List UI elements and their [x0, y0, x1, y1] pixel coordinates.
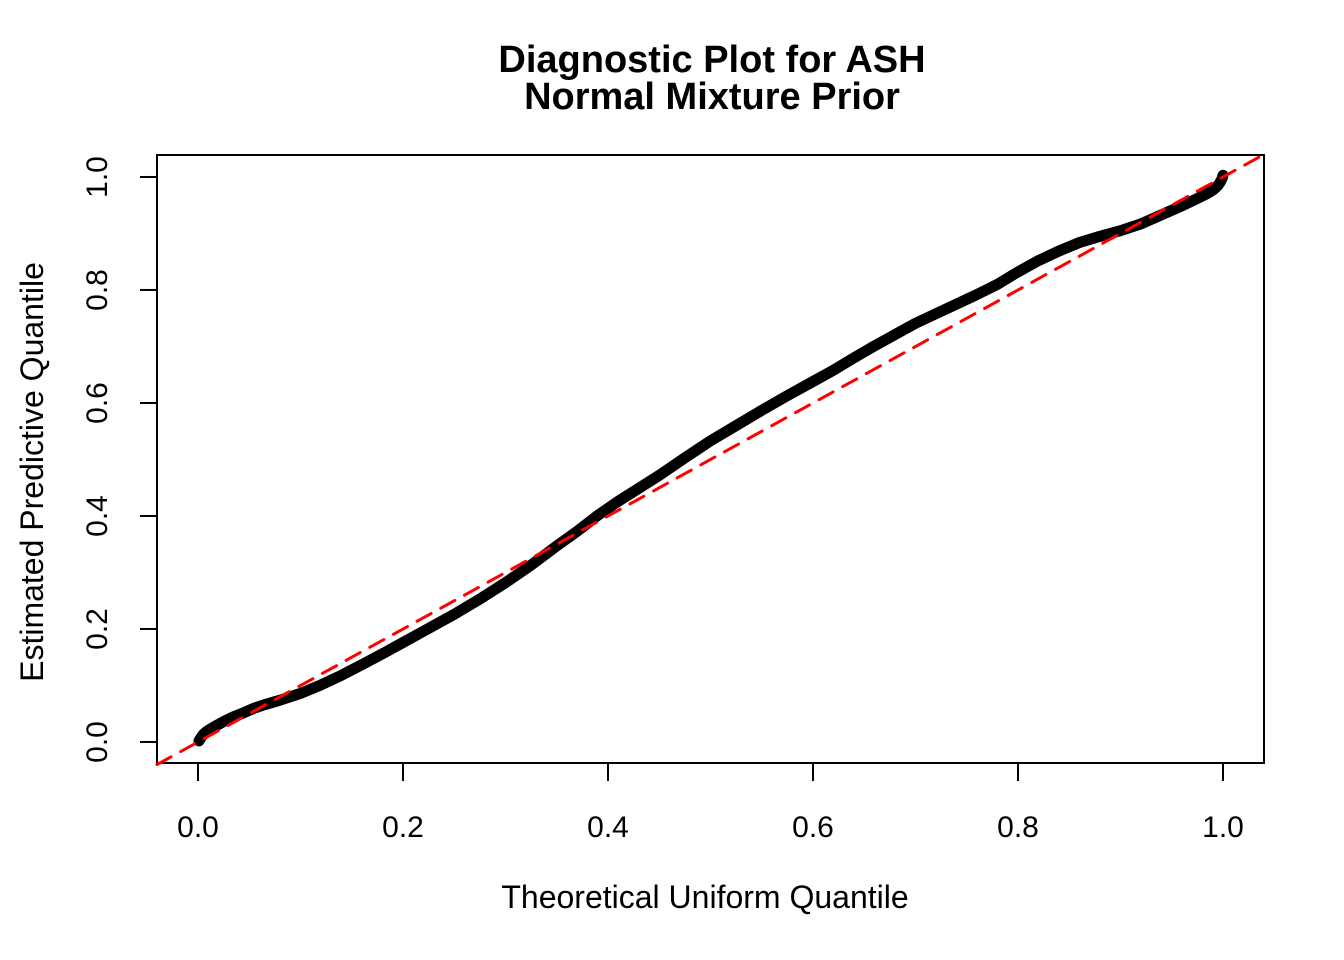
y-tick-label: 0.0	[81, 721, 114, 763]
x-tick-label: 0.0	[177, 811, 219, 844]
y-tick-label: 0.6	[81, 382, 114, 424]
x-tick-label: 0.8	[997, 811, 1039, 844]
y-tick-label: 0.8	[81, 269, 114, 311]
x-tick-label: 1.0	[1202, 811, 1244, 844]
identity-reference-line	[155, 153, 1265, 767]
x-tick-label: 0.6	[792, 811, 834, 844]
y-tick-label: 0.4	[81, 495, 114, 537]
x-axis-ticks: 0.0 0.2 0.4 0.6 0.8 1.0	[177, 764, 1244, 844]
y-tick-label: 0.2	[81, 608, 114, 650]
x-tick-label: 0.4	[587, 811, 629, 844]
y-tick-label: 1.0	[81, 156, 114, 198]
x-tick-label: 0.2	[382, 811, 424, 844]
plot-title-line1: Diagnostic Plot for ASH	[498, 39, 925, 81]
y-axis-ticks: 0.0 0.2 0.4 0.6 0.8 1.0	[81, 156, 156, 763]
x-axis-label: Theoretical Uniform Quantile	[501, 879, 908, 915]
plot-series	[155, 153, 1265, 767]
plot-box	[156, 154, 1265, 764]
y-axis-label: Estimated Predictive Quantile	[14, 262, 50, 682]
plot-title-line2: Normal Mixture Prior	[524, 76, 900, 118]
